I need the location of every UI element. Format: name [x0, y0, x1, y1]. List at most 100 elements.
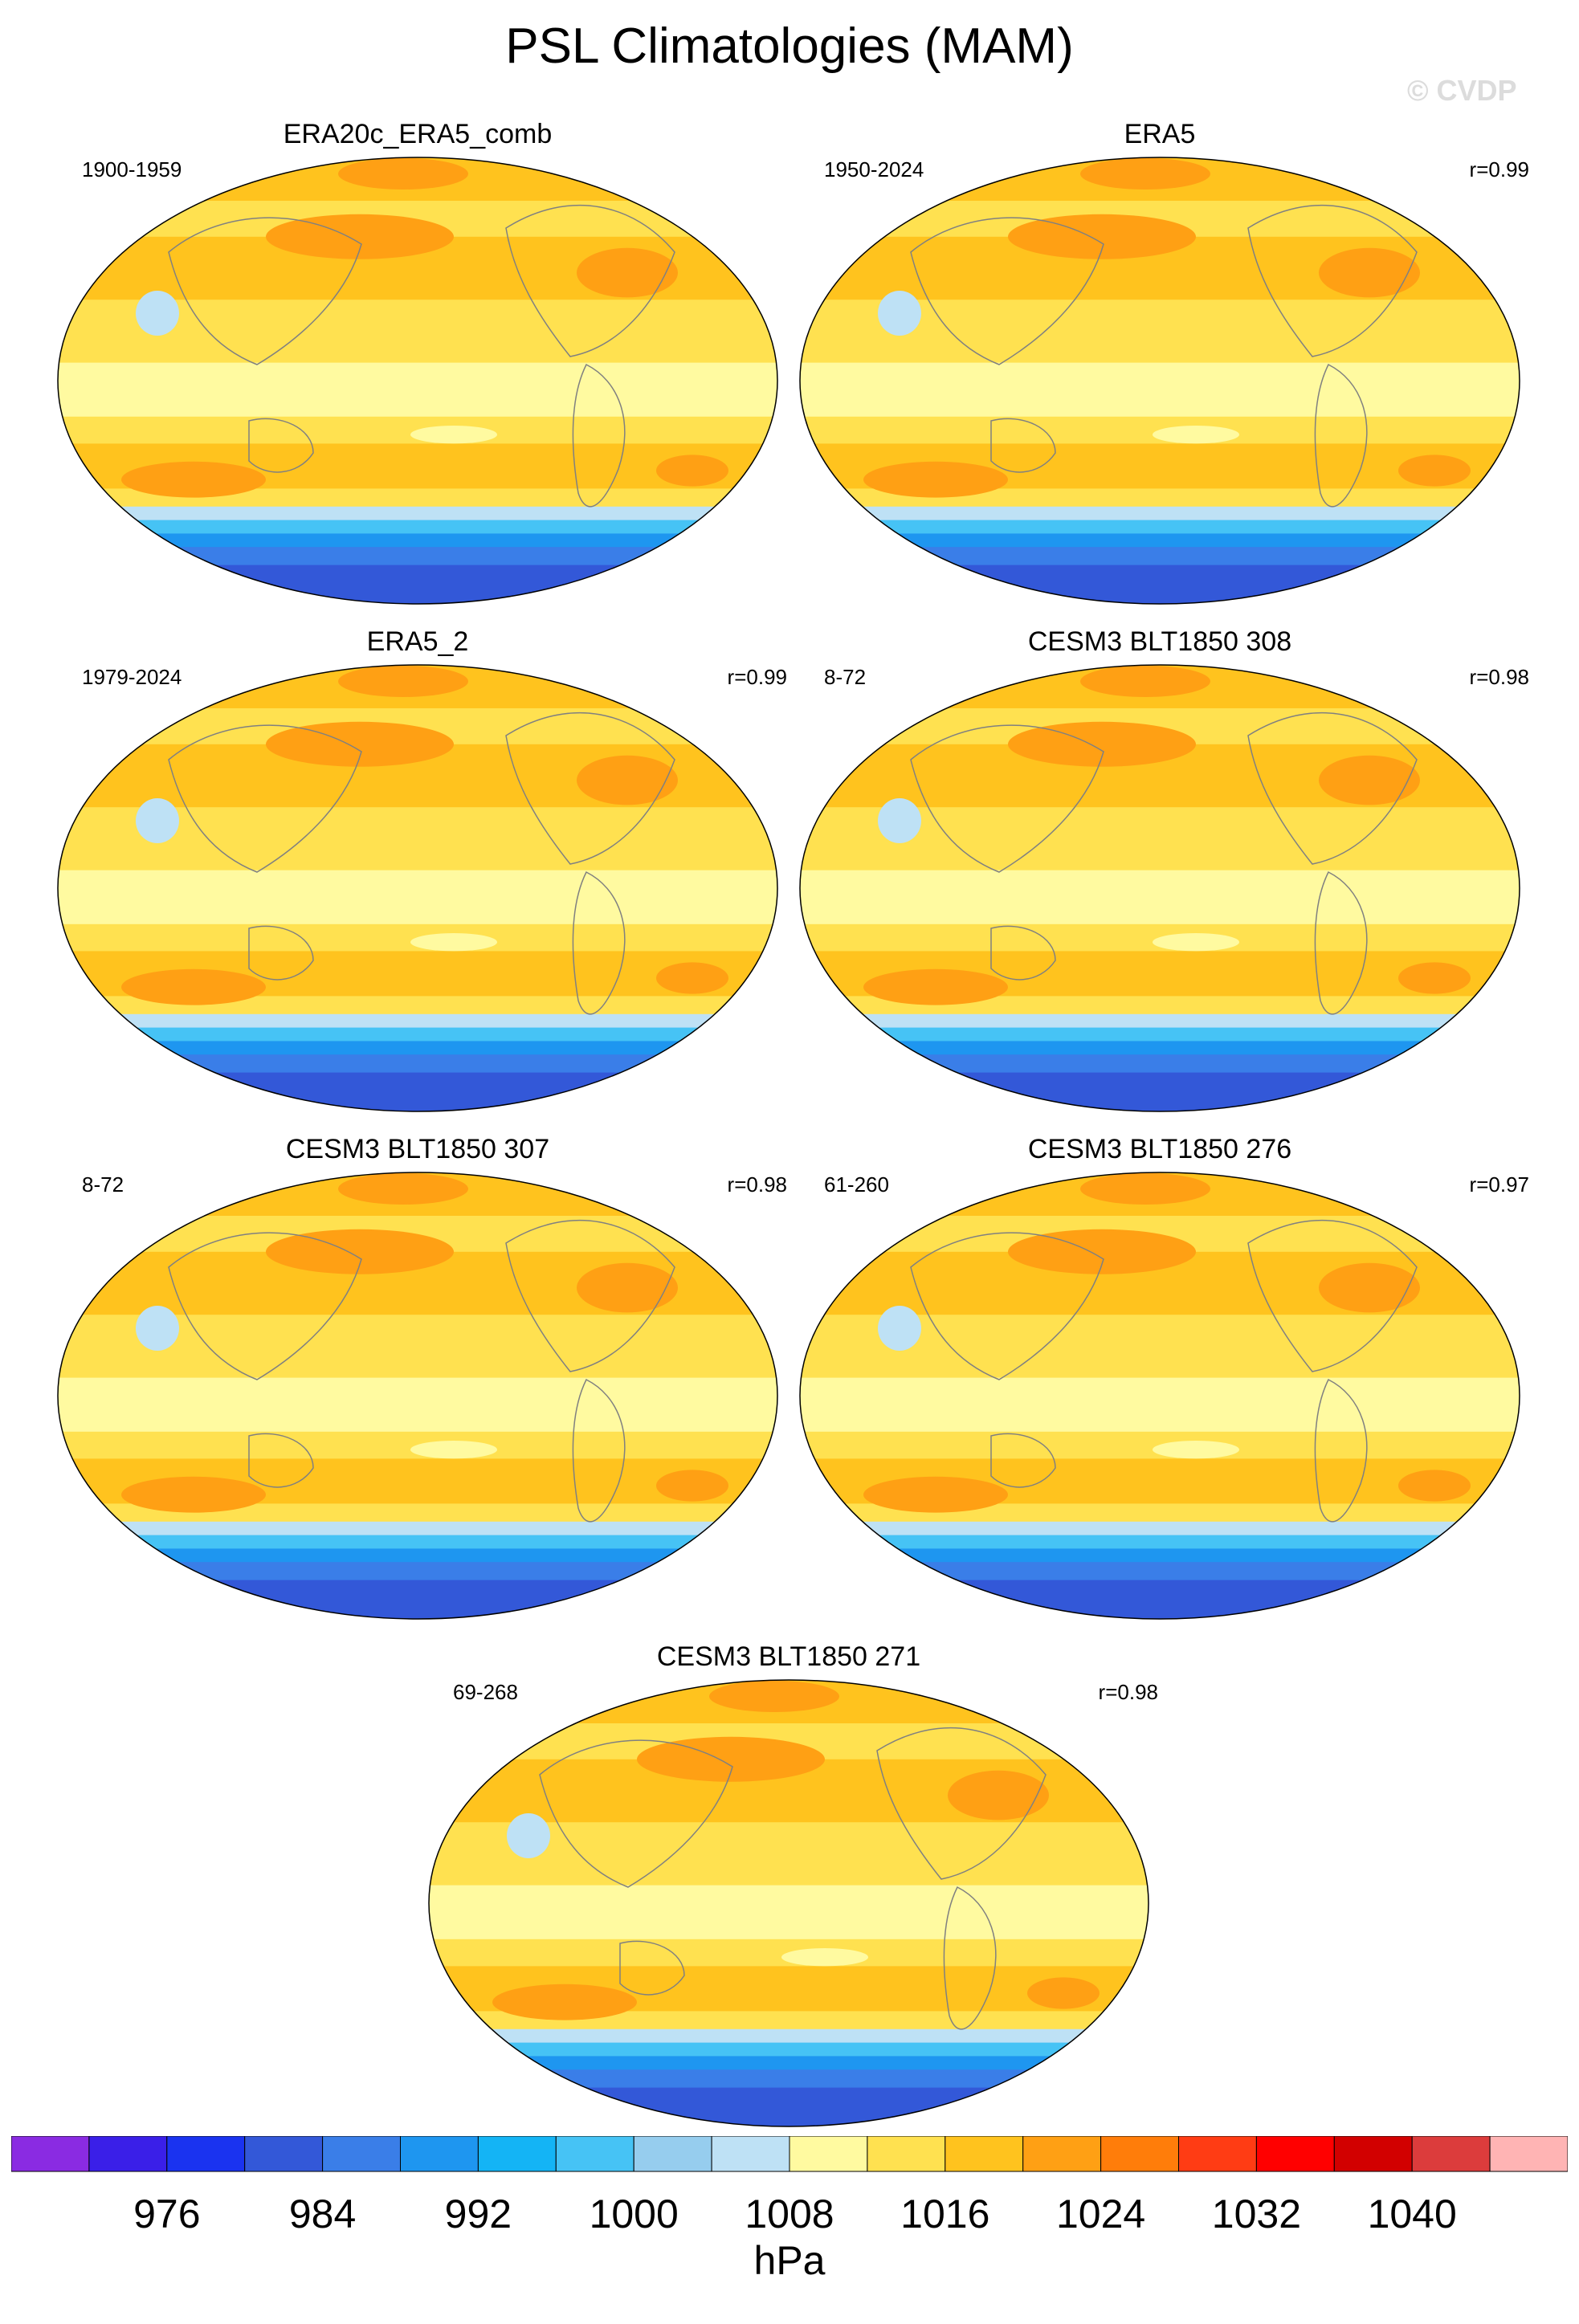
psl-map: [799, 157, 1520, 605]
colorbar-tick-label: 992: [444, 2191, 512, 2236]
colorbar-swatch: [1255, 2136, 1335, 2172]
colorbar-tick-label: 1016: [900, 2191, 990, 2236]
coastline: [943, 1886, 997, 2030]
contour-band: [58, 1580, 777, 1619]
pressure-cell: [266, 214, 454, 259]
map-border: [57, 664, 778, 1112]
pressure-cell: [863, 1476, 1008, 1513]
pressure-cell: [121, 1476, 266, 1513]
map-border: [799, 157, 1520, 605]
colorbar-tick-label: 1008: [745, 2191, 834, 2236]
contour-band: [800, 1580, 1520, 1619]
psl-map: [57, 157, 778, 605]
contour-band: [800, 1054, 1520, 1074]
pressure-cell: [878, 1306, 921, 1351]
colorbar-tick-label: 1040: [1367, 2191, 1457, 2236]
contour-band: [58, 1535, 777, 1550]
coastline: [990, 925, 1056, 981]
contour-band: [58, 565, 777, 604]
contour-band: [800, 1041, 1520, 1056]
panel-correlation: r=0.98: [1098, 1680, 1158, 1704]
colorbar-tick-label: 1000: [589, 2191, 679, 2236]
coastline: [990, 418, 1056, 473]
coastline: [505, 711, 675, 865]
colorbar-swatch: [867, 2136, 946, 2172]
coastline: [539, 1739, 733, 1888]
coastline: [168, 724, 362, 873]
coastline: [572, 1378, 626, 1523]
colorbar-units: hPa: [753, 2238, 826, 2283]
coastline: [505, 204, 675, 357]
panel-period: 8-72: [82, 1172, 124, 1197]
colorbar-swatch: [477, 2136, 557, 2172]
colorbar-swatch: [166, 2136, 246, 2172]
contour-band: [800, 1072, 1520, 1111]
colorbar-swatch: [1100, 2136, 1179, 2172]
pressure-cell: [1153, 1441, 1239, 1459]
contour-band: [58, 1054, 777, 1074]
contour-band: [429, 2028, 1149, 2044]
map-panel: CESM3 BLT1850 271 69-268 r=0.98: [403, 1641, 1174, 2171]
contour-band: [58, 1027, 777, 1042]
contour-band: [429, 2056, 1149, 2071]
contour-band: [58, 870, 777, 925]
coastline: [619, 1940, 685, 1996]
colorbar-swatch: [1333, 2136, 1413, 2172]
pressure-cell: [863, 461, 1008, 498]
contour-band: [58, 1521, 777, 1536]
pressure-cell: [1080, 157, 1210, 190]
contour-band: [58, 1072, 777, 1111]
contour-band: [58, 547, 777, 566]
contour-band: [800, 1521, 1520, 1536]
panel-correlation: r=0.99: [1469, 157, 1529, 181]
contour-band: [800, 565, 1520, 604]
pressure-cell: [656, 962, 728, 994]
map-border: [799, 1172, 1520, 1620]
colorbar: [11, 2136, 1568, 2172]
colorbar-tick-label: 976: [133, 2191, 201, 2236]
map-panel: CESM3 BLT1850 308 8-72 r=0.98: [774, 626, 1545, 1156]
psl-map: [799, 664, 1520, 1112]
colorbar-swatch: [789, 2136, 868, 2172]
coastline: [248, 1433, 314, 1488]
pressure-cell: [948, 1770, 1049, 1820]
pressure-cell: [1398, 962, 1471, 994]
pressure-cell: [863, 968, 1008, 1005]
map-panel: ERA20c_ERA5_comb 1900-1959: [32, 119, 803, 649]
panel-title: CESM3 BLT1850 276: [1027, 1134, 1292, 1164]
contour-band: [58, 506, 777, 521]
colorbar-swatch: [244, 2136, 324, 2172]
coastline: [248, 925, 314, 981]
pressure-cell: [1027, 1977, 1100, 2009]
pressure-cell: [878, 798, 921, 843]
coastline: [168, 1232, 362, 1380]
contour-band: [800, 1548, 1520, 1564]
coastline: [572, 870, 626, 1015]
coastline: [248, 418, 314, 473]
contour-band: [800, 520, 1520, 535]
contour-band: [800, 1013, 1520, 1029]
psl-map: [428, 1679, 1149, 2127]
pressure-cell: [656, 1470, 728, 1502]
colorbar-tick-label: 1024: [1055, 2191, 1146, 2236]
pressure-cell: [136, 1306, 179, 1351]
panel-period: 69-268: [453, 1680, 518, 1704]
contour-band: [800, 547, 1520, 566]
psl-map: [799, 1172, 1520, 1620]
panel-correlation: r=0.99: [727, 665, 787, 689]
pressure-cell: [1319, 755, 1420, 805]
colorbar-tick-label: 1032: [1211, 2191, 1301, 2236]
colorbar-swatch: [322, 2136, 402, 2172]
panel-title: CESM3 BLT1850 307: [285, 1134, 550, 1164]
contour-band: [58, 520, 777, 535]
pressure-cell: [410, 933, 497, 952]
coastline: [1247, 711, 1418, 865]
pressure-cell: [1319, 247, 1420, 298]
pressure-cell: [410, 1441, 497, 1459]
pressure-cell: [656, 455, 728, 487]
pressure-cell: [709, 1680, 839, 1712]
pressure-cell: [338, 665, 468, 697]
pressure-cell: [1398, 1470, 1471, 1502]
colorbar-swatch: [1489, 2136, 1568, 2172]
pressure-cell: [878, 291, 921, 336]
